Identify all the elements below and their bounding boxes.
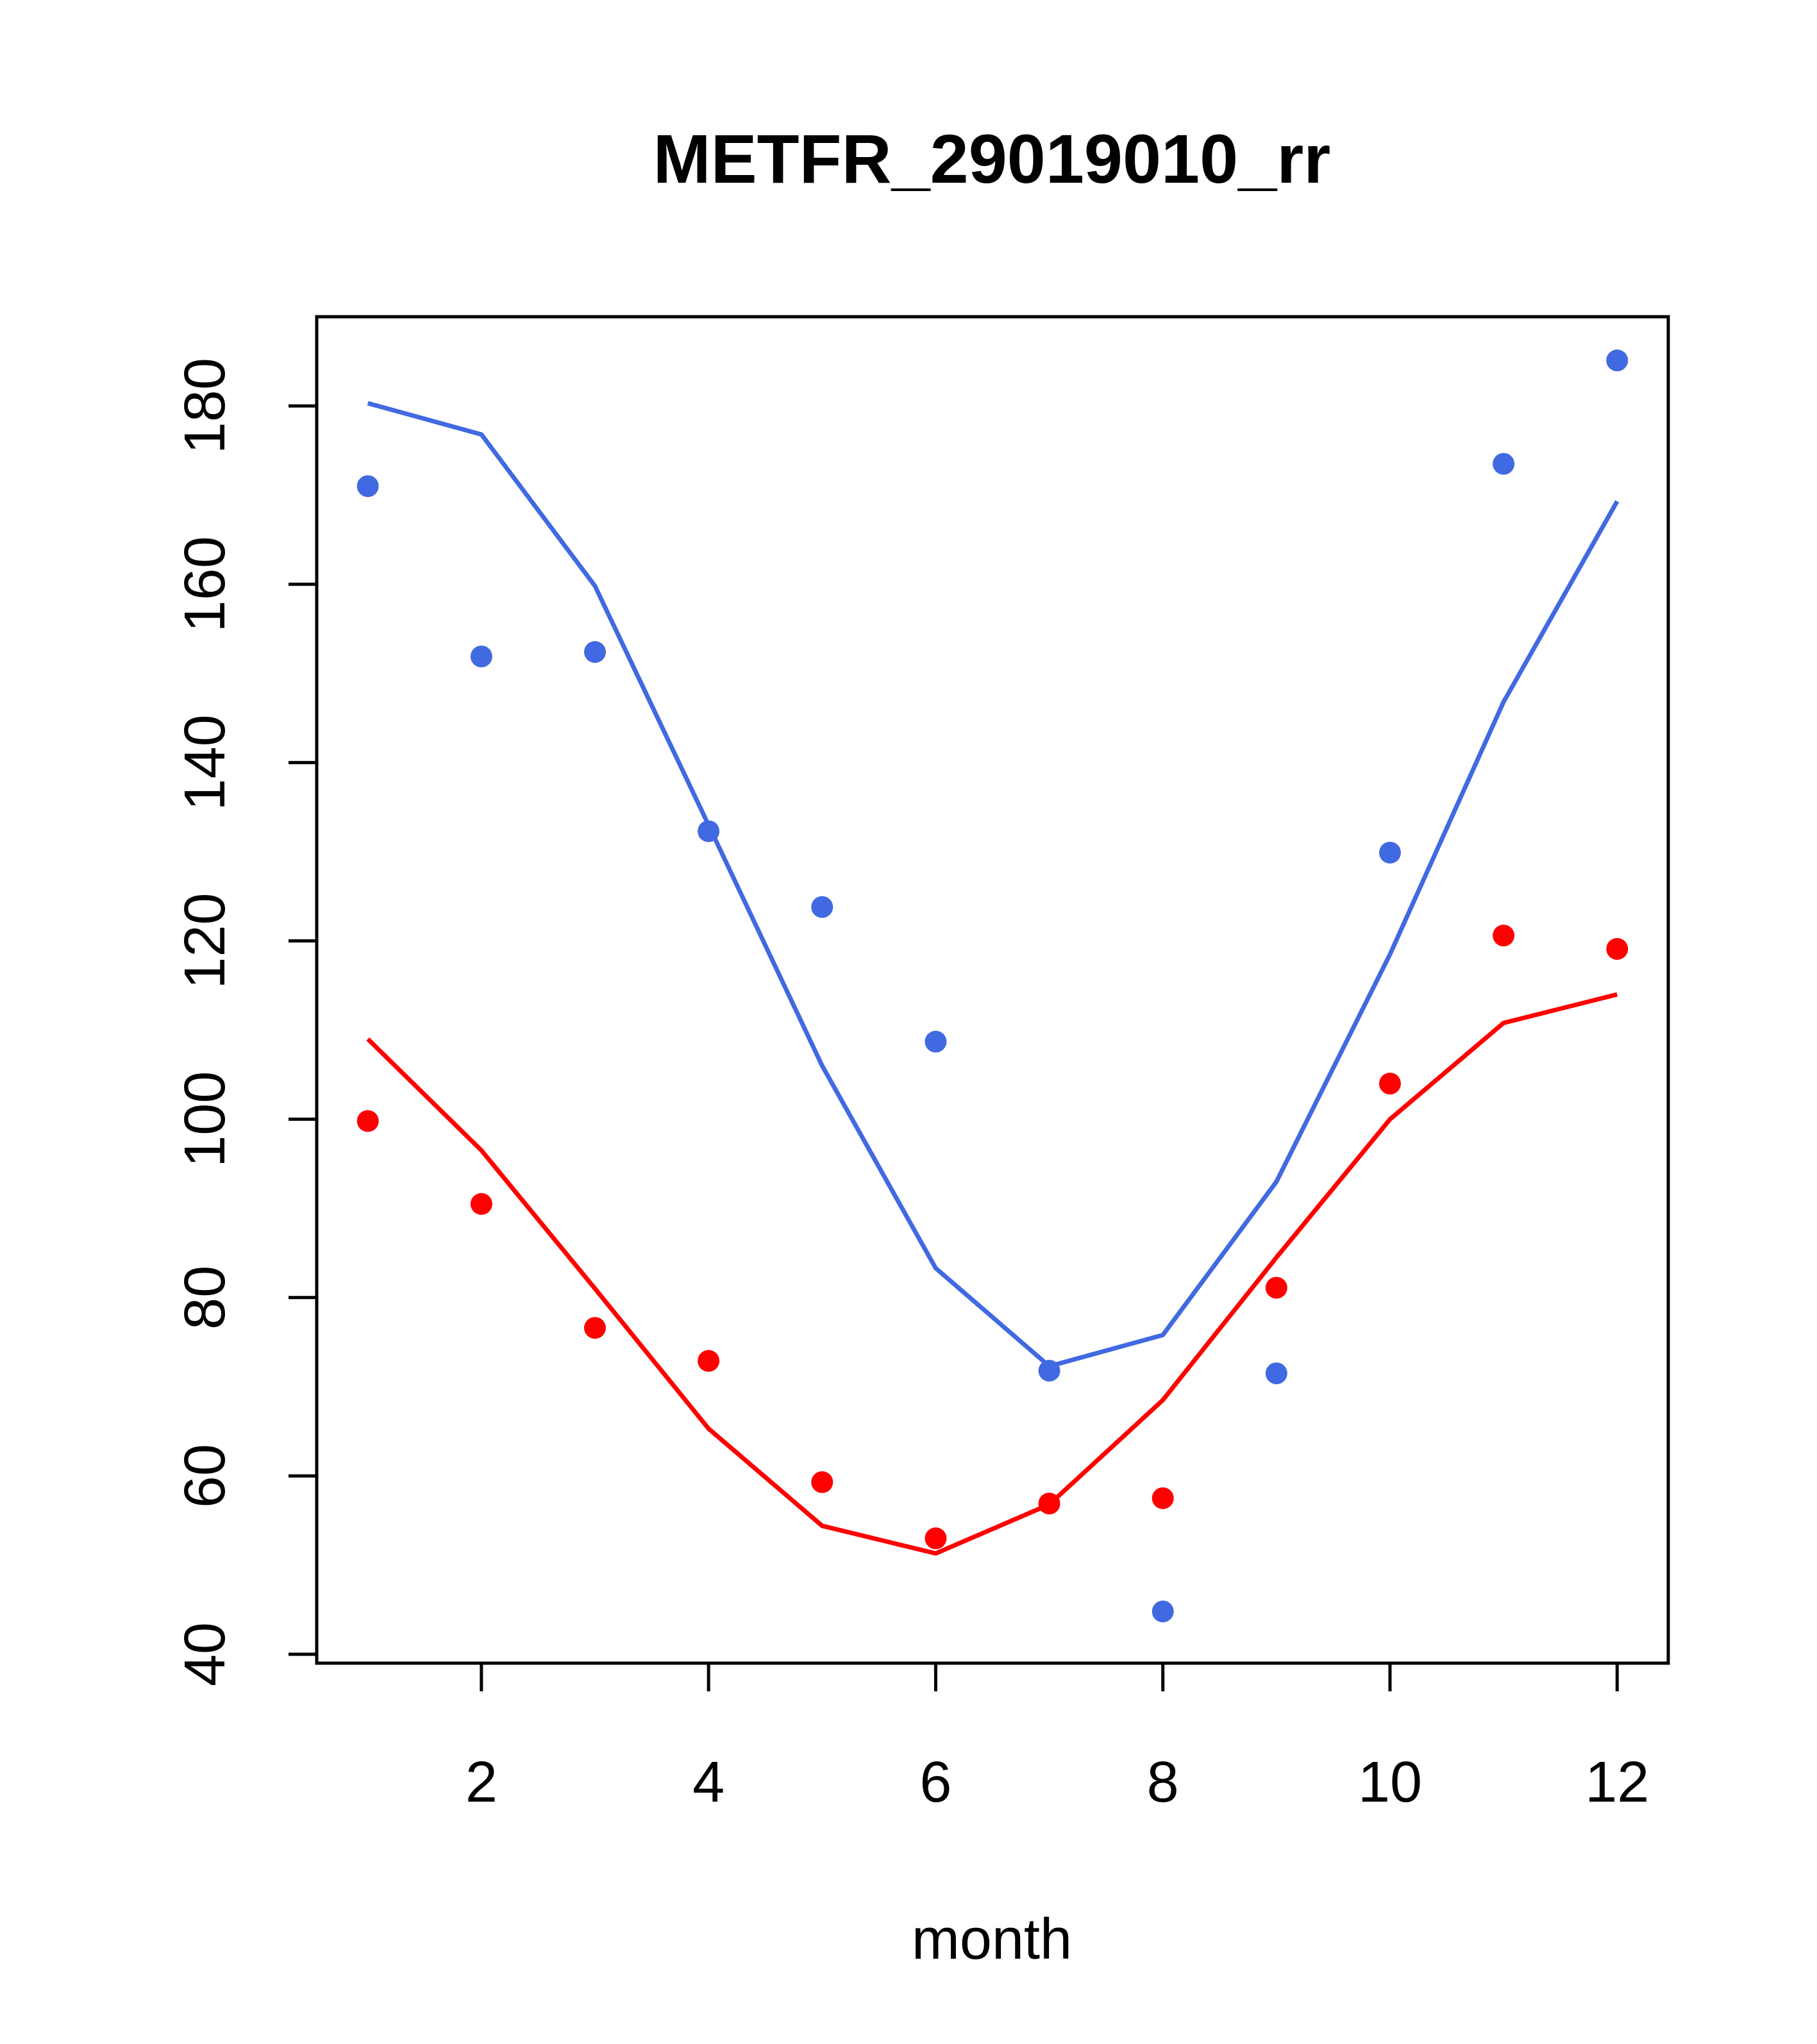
series-1-point — [1379, 841, 1401, 864]
series-1-point — [356, 475, 379, 498]
y-tick-label: 120 — [173, 892, 237, 989]
series-2-line — [366, 992, 1618, 1556]
series-1-line — [367, 401, 1620, 1369]
x-tick-label: 4 — [692, 1750, 724, 1814]
series-1-point — [698, 820, 720, 842]
series-2-point — [698, 1350, 720, 1372]
series-1-point — [470, 645, 492, 667]
series-2-point — [356, 1110, 379, 1132]
series-2-point — [1379, 1073, 1401, 1095]
series-1-point — [1265, 1362, 1287, 1385]
chart-title: METFR_29019010_rr — [653, 120, 1331, 197]
series-1-point — [1606, 349, 1629, 372]
series-2-point — [1493, 925, 1515, 947]
y-tick-label: 160 — [173, 536, 237, 632]
series-layer — [356, 349, 1629, 1623]
series-1-point — [1493, 453, 1515, 475]
x-tick-label: 12 — [1585, 1750, 1649, 1814]
series-1-point — [811, 896, 833, 918]
y-axis: 40 60 80 100 120 140 160 180 — [173, 358, 319, 1686]
series-1-point — [584, 641, 606, 663]
y-tick-label: 180 — [173, 358, 237, 454]
series-2-point — [470, 1193, 492, 1215]
series-2-point — [1606, 938, 1629, 960]
series-2-point — [1151, 1487, 1174, 1509]
y-tick-label: 140 — [173, 714, 237, 810]
series-2-point — [1038, 1493, 1060, 1515]
x-tick-label: 10 — [1358, 1750, 1422, 1814]
series-2-point — [925, 1527, 947, 1550]
x-tick-label: 2 — [465, 1750, 498, 1814]
x-tick-label: 8 — [1147, 1750, 1179, 1814]
series-2-point — [811, 1471, 833, 1493]
series-1-point — [1151, 1600, 1174, 1623]
y-tick-label: 80 — [173, 1266, 237, 1330]
x-axis: 2 4 6 8 10 12 — [465, 1661, 1649, 1814]
x-tick-label: 6 — [919, 1750, 951, 1814]
plot-frame — [315, 315, 1670, 1665]
series-1-point — [925, 1030, 947, 1053]
x-axis-label: month — [912, 1907, 1072, 1972]
series-1-point — [1038, 1359, 1060, 1382]
series-2-point — [584, 1317, 606, 1339]
y-tick-label: 60 — [173, 1444, 237, 1508]
y-tick-label: 100 — [173, 1071, 237, 1168]
series-2-point — [1265, 1277, 1287, 1299]
y-tick-label: 40 — [173, 1622, 237, 1686]
